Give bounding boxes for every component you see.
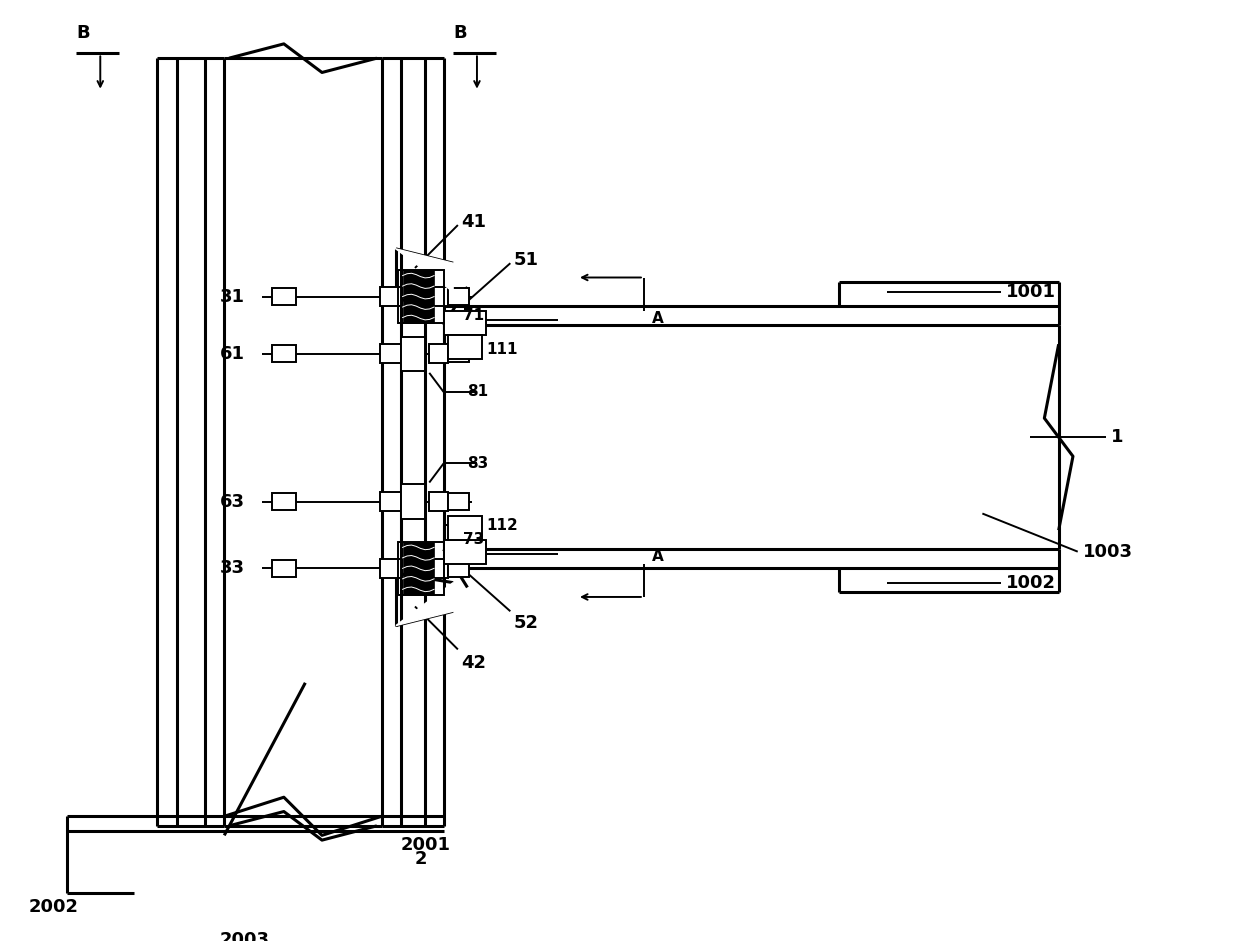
Text: 1002: 1002 [1006, 574, 1056, 592]
Text: 2001: 2001 [401, 836, 450, 853]
Bar [429, 559, 449, 578]
Bar [444, 540, 486, 564]
Bar [272, 493, 296, 510]
Polygon shape [396, 248, 453, 292]
Text: 1001: 1001 [1006, 283, 1056, 301]
Bar [449, 560, 469, 577]
Text: 2002: 2002 [29, 898, 79, 916]
Polygon shape [396, 582, 453, 626]
Text: 73: 73 [463, 533, 484, 548]
Text: 112: 112 [486, 518, 518, 533]
Bar [429, 287, 449, 306]
Bar [401, 337, 424, 371]
Bar [401, 485, 424, 518]
Text: B: B [453, 24, 466, 42]
Bar [379, 344, 401, 363]
Text: 63: 63 [219, 492, 244, 511]
Text: 31: 31 [219, 288, 244, 306]
Text: 71: 71 [463, 309, 484, 324]
Bar [272, 288, 296, 305]
Text: 1003: 1003 [1083, 543, 1132, 561]
Text: 111: 111 [486, 342, 518, 357]
Text: 41: 41 [461, 214, 486, 231]
Text: 42: 42 [461, 654, 486, 672]
Bar [449, 335, 481, 359]
Bar [449, 345, 469, 362]
Text: A: A [651, 549, 663, 564]
Bar [403, 542, 434, 595]
Text: A: A [651, 311, 663, 326]
Bar [403, 270, 434, 323]
Text: 2: 2 [415, 851, 428, 869]
Bar [272, 345, 296, 362]
Bar [449, 288, 469, 305]
Text: 52: 52 [513, 614, 538, 632]
Bar [379, 287, 401, 306]
Text: 61: 61 [219, 344, 244, 363]
Text: B: B [77, 24, 91, 42]
Bar [379, 559, 401, 578]
Bar [444, 311, 486, 335]
Text: 51: 51 [513, 251, 538, 269]
Bar [398, 542, 444, 595]
Text: 2003: 2003 [219, 932, 269, 941]
Text: 81: 81 [467, 385, 489, 399]
Bar [449, 516, 481, 540]
Bar [429, 492, 449, 511]
Bar [398, 270, 444, 323]
Text: 83: 83 [467, 456, 489, 470]
Bar [429, 344, 449, 363]
Bar [379, 492, 401, 511]
Bar [449, 493, 469, 510]
Text: 1: 1 [1111, 428, 1123, 446]
Text: 33: 33 [219, 559, 244, 578]
Bar [272, 560, 296, 577]
